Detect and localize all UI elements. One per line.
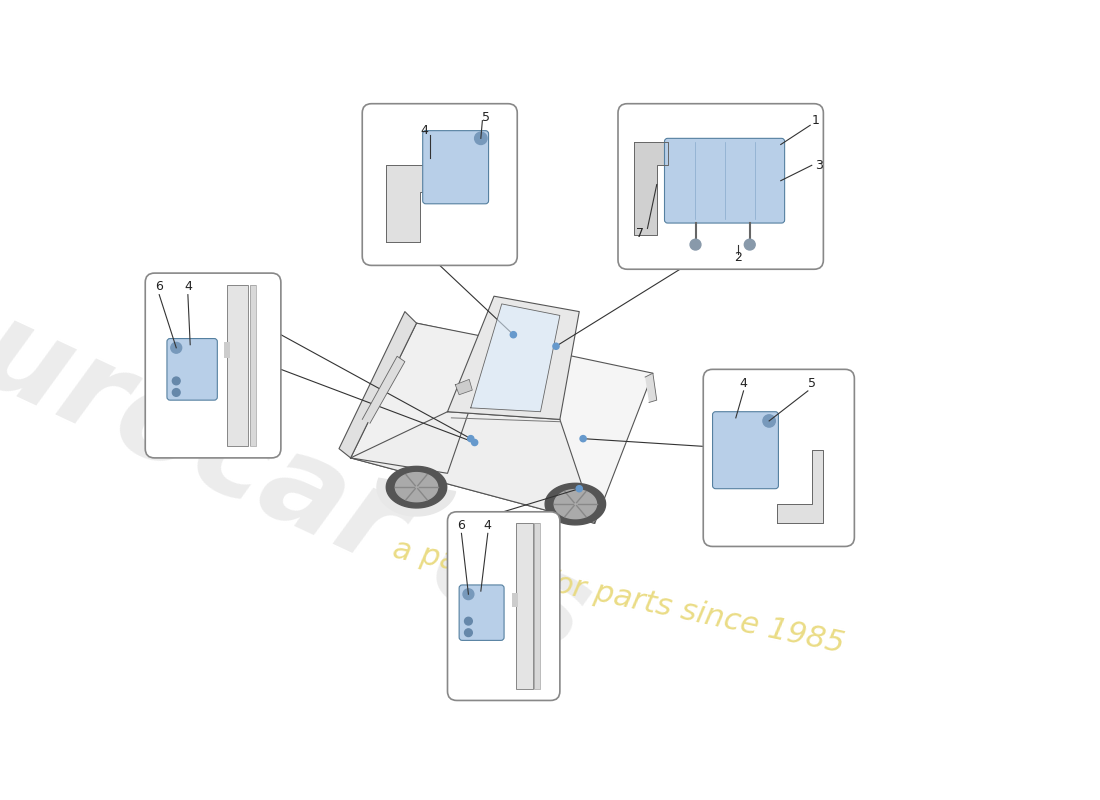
Text: 4: 4 xyxy=(420,124,428,137)
Polygon shape xyxy=(377,478,455,516)
Bar xyxy=(227,285,249,446)
Polygon shape xyxy=(351,323,494,474)
Bar xyxy=(223,342,230,358)
FancyBboxPatch shape xyxy=(167,338,218,400)
Circle shape xyxy=(463,589,474,599)
Text: 7: 7 xyxy=(636,226,644,239)
Circle shape xyxy=(553,343,559,350)
Circle shape xyxy=(464,629,472,637)
Bar xyxy=(516,523,532,689)
Text: 4: 4 xyxy=(484,519,492,532)
Polygon shape xyxy=(554,490,596,518)
Polygon shape xyxy=(339,312,417,458)
Text: 2: 2 xyxy=(734,251,742,264)
Text: 3: 3 xyxy=(815,158,824,172)
Bar xyxy=(227,285,249,446)
Polygon shape xyxy=(395,473,438,502)
Bar xyxy=(516,523,532,689)
Circle shape xyxy=(580,435,586,442)
Polygon shape xyxy=(351,412,595,523)
Bar xyxy=(512,593,518,606)
FancyBboxPatch shape xyxy=(145,273,280,458)
Text: eurocar es: eurocar es xyxy=(0,254,608,678)
Text: a passion for parts since 1985: a passion for parts since 1985 xyxy=(389,534,847,658)
Polygon shape xyxy=(455,379,472,394)
Polygon shape xyxy=(546,483,606,525)
Polygon shape xyxy=(351,323,653,523)
FancyBboxPatch shape xyxy=(448,512,560,701)
Polygon shape xyxy=(634,142,669,234)
Circle shape xyxy=(464,618,472,625)
FancyBboxPatch shape xyxy=(618,104,824,270)
Circle shape xyxy=(690,239,701,250)
FancyBboxPatch shape xyxy=(362,104,517,266)
Bar xyxy=(535,523,540,689)
Polygon shape xyxy=(385,166,432,242)
Text: 5: 5 xyxy=(807,377,816,390)
Circle shape xyxy=(472,439,477,446)
Circle shape xyxy=(510,332,517,338)
FancyBboxPatch shape xyxy=(703,370,855,546)
Circle shape xyxy=(576,486,582,492)
Circle shape xyxy=(763,414,776,427)
Text: 5: 5 xyxy=(482,111,491,124)
FancyBboxPatch shape xyxy=(664,138,784,223)
Circle shape xyxy=(745,239,756,250)
Text: 6: 6 xyxy=(458,519,465,532)
Polygon shape xyxy=(386,466,447,508)
Circle shape xyxy=(170,342,182,353)
Text: 4: 4 xyxy=(184,281,191,294)
Bar xyxy=(250,285,256,446)
Bar xyxy=(535,523,540,689)
Circle shape xyxy=(474,132,487,145)
Polygon shape xyxy=(777,450,824,523)
Text: 1: 1 xyxy=(812,114,820,127)
Bar xyxy=(250,285,256,446)
FancyBboxPatch shape xyxy=(422,130,488,204)
Polygon shape xyxy=(645,373,657,402)
Circle shape xyxy=(173,389,180,396)
Circle shape xyxy=(173,377,180,385)
Text: 6: 6 xyxy=(155,281,163,294)
Polygon shape xyxy=(448,296,580,419)
Polygon shape xyxy=(471,304,560,412)
FancyBboxPatch shape xyxy=(713,412,779,489)
Circle shape xyxy=(468,435,474,442)
Polygon shape xyxy=(362,356,405,423)
Text: 4: 4 xyxy=(739,377,748,390)
FancyBboxPatch shape xyxy=(459,585,504,640)
